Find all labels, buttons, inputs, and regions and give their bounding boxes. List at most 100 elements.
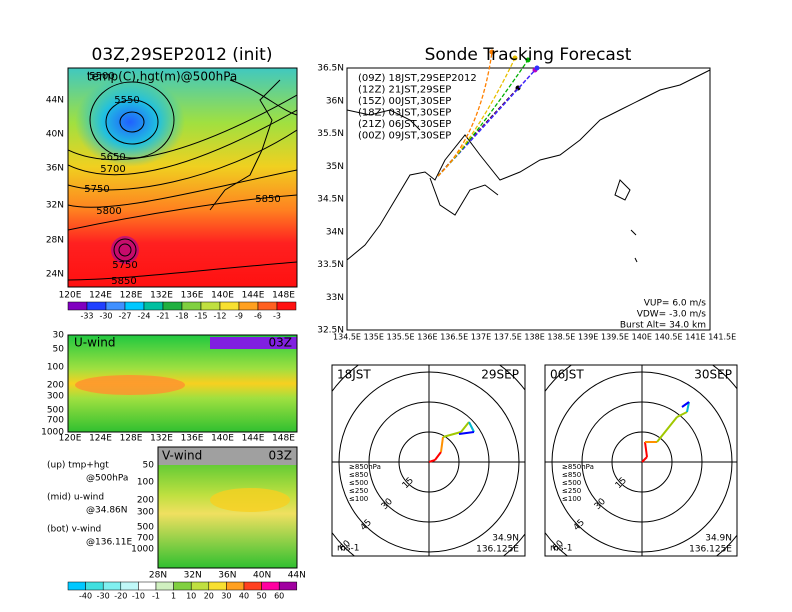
sonde-track xyxy=(437,67,538,177)
label: 136.5E xyxy=(440,333,468,342)
label: 60 xyxy=(274,592,284,601)
label: 30 xyxy=(53,331,65,341)
label: 40N xyxy=(253,571,271,581)
hodograph xyxy=(545,365,737,556)
hodograph-trace xyxy=(428,459,436,463)
label: VUP= 6.0 m/s xyxy=(644,299,707,309)
label: 138E xyxy=(524,333,544,342)
hodograph-trace xyxy=(644,441,648,458)
label: ≥850hPa xyxy=(349,463,381,471)
label: (09Z) 18JST,29SEP2012 xyxy=(358,73,477,84)
label: -6 xyxy=(254,312,262,321)
label: 32N xyxy=(46,201,64,211)
label: 36N xyxy=(46,164,64,174)
label: -27 xyxy=(118,312,131,321)
label: 140.5E xyxy=(655,333,683,342)
label: 139E xyxy=(578,333,598,342)
label: 144E xyxy=(242,434,265,444)
label: 20 xyxy=(204,592,214,601)
label: 40N xyxy=(46,130,64,140)
label: 140E xyxy=(211,434,234,444)
label: Burst Alt= 34.0 km xyxy=(620,321,706,331)
label: ≤850 xyxy=(562,471,581,479)
label: 136E xyxy=(181,291,204,301)
hodograph-trace xyxy=(442,431,462,438)
label: -24 xyxy=(137,312,150,321)
label: 50 xyxy=(53,345,65,355)
hodograph-trace xyxy=(460,421,470,433)
label: 15 xyxy=(614,476,629,491)
label: 34.9N xyxy=(492,534,519,544)
colorbar-box xyxy=(278,581,298,591)
label: 36.5N xyxy=(317,64,344,74)
label: (21Z) 06JST,30SEP xyxy=(358,119,451,130)
label: 137E xyxy=(471,333,491,342)
u-wind-section xyxy=(68,335,297,432)
label: 10 xyxy=(186,592,196,601)
label: ≤500 xyxy=(562,479,581,487)
label: (mid) u-wind xyxy=(47,493,104,503)
label: 35N xyxy=(326,162,344,172)
label: -1 xyxy=(152,592,160,601)
label: 45 xyxy=(572,518,587,533)
frame xyxy=(67,334,298,433)
colorbar-box xyxy=(257,301,278,311)
label: 200 xyxy=(137,496,154,506)
label: -40 xyxy=(79,592,92,601)
label: -18 xyxy=(175,312,188,321)
label: 128E xyxy=(120,291,143,301)
label: 700 xyxy=(137,534,154,544)
hodograph-trace xyxy=(458,431,475,435)
label: 03Z,29SEP2012 (init) xyxy=(92,45,273,65)
label: @34.86N xyxy=(86,506,128,516)
colorbar-box xyxy=(143,301,164,311)
label: 1000 xyxy=(41,428,64,438)
label: 132E xyxy=(150,291,173,301)
label: (15Z) 00JST,30SEP xyxy=(358,96,451,107)
label: 30 xyxy=(221,592,231,601)
label: 29SEP xyxy=(481,368,519,382)
label: @136.11E xyxy=(86,538,132,548)
label: ms-1 xyxy=(337,544,359,554)
colorbar-box xyxy=(102,581,122,591)
colorbar-box xyxy=(67,581,86,591)
label: 40 xyxy=(239,592,249,601)
label: 33N xyxy=(326,293,344,303)
hodograph-trace xyxy=(676,411,688,418)
label: 44N xyxy=(46,96,64,106)
label: temp(C),hgt(m)@500hPa xyxy=(87,70,238,84)
label: 50 xyxy=(143,461,155,471)
label: -9 xyxy=(235,312,243,321)
label: 50 xyxy=(257,592,267,601)
label: 100 xyxy=(137,478,154,488)
label: U-wind xyxy=(74,336,115,350)
label: ≤100 xyxy=(562,495,581,503)
colorbar-box xyxy=(162,301,183,311)
label: ≤500 xyxy=(349,479,368,487)
label: 136.125E xyxy=(476,545,519,555)
label: 06JST xyxy=(550,368,584,382)
hodograph xyxy=(332,365,525,556)
colorbar-box xyxy=(124,301,145,311)
frame xyxy=(67,67,298,288)
colorbar-box xyxy=(120,581,139,591)
label: 135.5E xyxy=(387,333,415,342)
label: -33 xyxy=(80,312,93,321)
frame xyxy=(157,446,298,569)
label: 140E xyxy=(211,291,234,301)
label: 44N xyxy=(288,571,306,581)
colorbar-box xyxy=(243,581,262,591)
label: 28N xyxy=(46,236,64,246)
label: 18JST xyxy=(337,368,371,382)
v-wind-section xyxy=(158,447,297,568)
label: (00Z) 09JST,30SEP xyxy=(358,131,451,142)
label: 148E xyxy=(272,291,295,301)
colorbar-box xyxy=(138,581,157,591)
label: -30 xyxy=(97,592,110,601)
label: 136.125E xyxy=(689,545,732,555)
label: 5700 xyxy=(100,164,125,175)
label: 140E xyxy=(632,333,652,342)
label: 120E xyxy=(59,434,82,444)
label: 120E xyxy=(59,291,82,301)
